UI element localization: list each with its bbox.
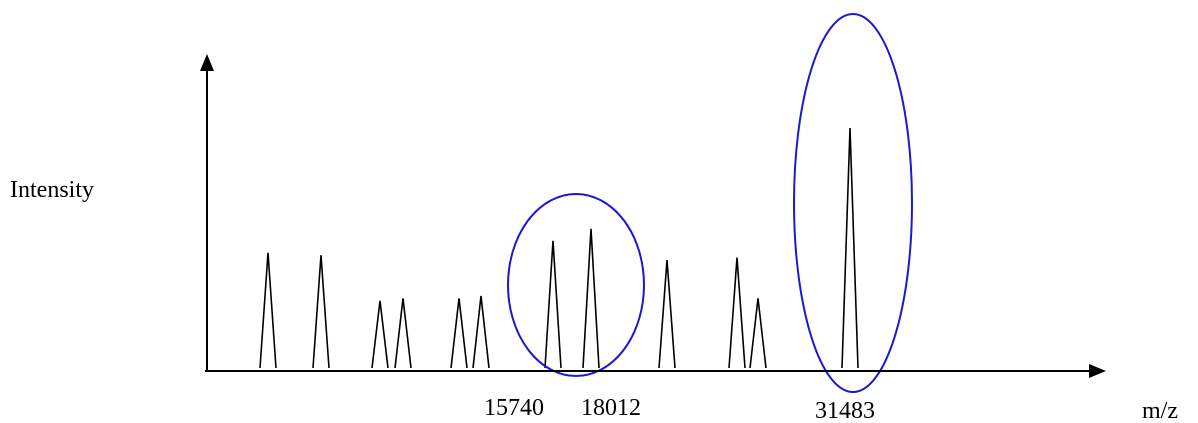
x-axis-label: m/z [1142,398,1178,423]
y-axis-arrowhead [200,54,214,71]
peak-10 [728,257,746,369]
peak-12 [841,127,859,369]
peak-5 [450,298,468,369]
peak-2 [312,255,330,369]
peak-9 [658,259,676,369]
peak-4 [394,298,412,369]
peak-7 [544,240,562,369]
peak-label-15740: 15740 [484,395,544,421]
highlight-ellipse-31483 [793,13,913,393]
peak-8 [582,228,600,369]
peak-11 [749,298,767,369]
peak-label-31483: 31483 [815,398,875,423]
highlight-ellipse-15740-18012 [507,193,645,377]
highlight-ellipses [507,13,913,393]
y-axis-label: Intensity [10,177,94,203]
peak-1 [259,252,277,369]
peak-label-18012: 18012 [581,395,641,421]
peak-3 [371,300,389,369]
peaks-group [259,127,859,369]
peak-6 [472,295,490,369]
x-axis-arrowhead [1089,364,1106,378]
axes [200,54,1106,378]
